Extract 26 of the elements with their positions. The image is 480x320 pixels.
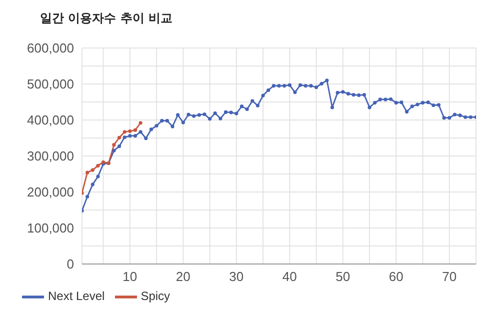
point [138,121,142,125]
y-tick-label: 500,000 [27,76,74,92]
x-tick-label: 60 [388,269,404,284]
x-tick-label: 20 [176,269,190,284]
y-tick-label: 400,000 [27,112,74,128]
point [96,164,100,168]
y-tick-label: 0 [66,256,74,272]
point [128,129,132,133]
chart-title: 일간 이용자수 추이 비교 [40,10,173,27]
point [122,130,126,134]
x-tick-label: 40 [282,269,297,284]
point [86,170,90,174]
point [133,128,138,132]
x-tick-label: 50 [336,269,350,284]
y-tick-label: 200,000 [27,184,74,200]
x-tick-label: 10 [122,269,138,284]
point [112,143,116,147]
legend-label: Next Level [48,289,105,304]
y-tick-label: 600,000 [27,40,74,56]
legend-label: Spicy [140,289,170,304]
point [117,136,122,140]
point [90,168,94,172]
y-tick-label: 300,000 [27,148,74,164]
x-tick-label: 70 [442,269,457,284]
x-tick-label: 30 [229,269,244,284]
y-tick-label: 100,000 [27,220,74,236]
